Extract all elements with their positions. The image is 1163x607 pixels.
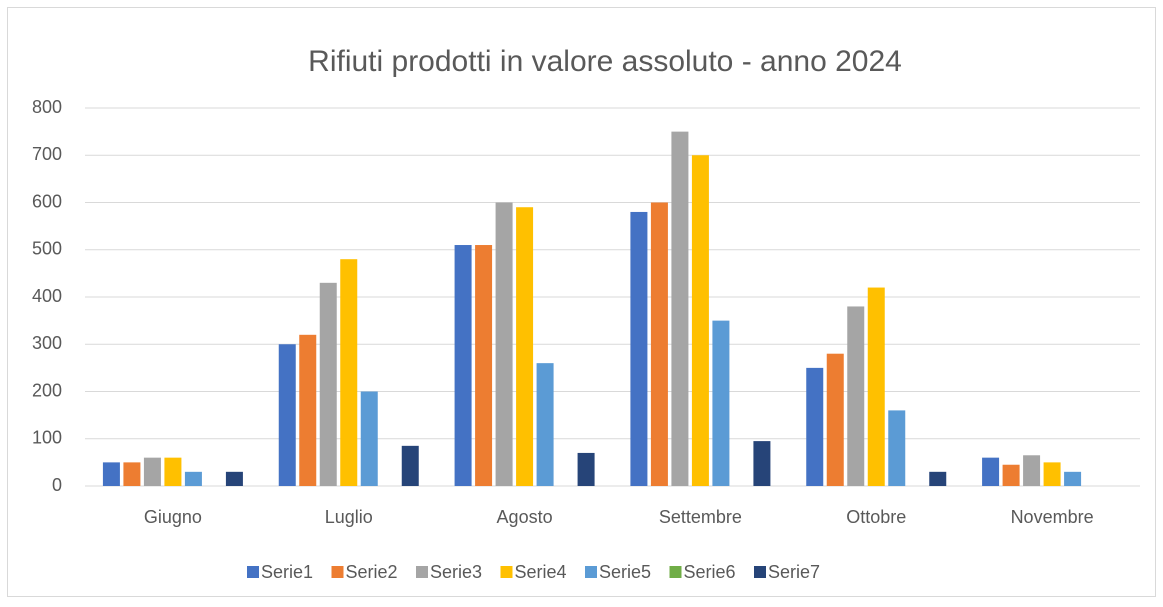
bar [299, 334, 317, 486]
legend-swatch [416, 566, 428, 578]
x-tick-label: Settembre [659, 507, 742, 527]
bar [401, 445, 419, 486]
bar [650, 202, 668, 486]
x-tick-label: Luglio [325, 507, 373, 527]
legend-label: Serie2 [346, 562, 398, 582]
bar [753, 441, 771, 486]
bar [516, 207, 534, 486]
y-tick-label: 100 [32, 428, 62, 448]
legend-label: Serie6 [684, 562, 736, 582]
y-tick-label: 800 [32, 97, 62, 117]
legend-swatch [585, 566, 597, 578]
bar [929, 471, 947, 486]
bar [982, 457, 1000, 486]
bar [454, 245, 472, 486]
bar [102, 462, 120, 486]
bar [319, 282, 337, 486]
bar [1002, 464, 1020, 486]
bar [164, 457, 182, 486]
y-tick-label: 0 [52, 475, 62, 495]
legend-swatch [500, 566, 513, 578]
bar [712, 320, 730, 486]
chart-title: Rifiuti prodotti in valore assoluto - an… [308, 45, 902, 78]
legend-label: Serie1 [261, 562, 313, 582]
bar [340, 259, 358, 486]
bar [123, 462, 141, 486]
x-tick-label: Agosto [497, 507, 553, 527]
y-tick-label: 300 [32, 333, 62, 353]
bar [867, 287, 885, 486]
chart-border [7, 7, 1156, 597]
bar [495, 202, 513, 486]
legend-swatch [669, 566, 682, 578]
bar [577, 452, 595, 486]
bar [806, 367, 824, 486]
bar [536, 363, 554, 486]
legend-swatch [754, 566, 766, 578]
bar [630, 211, 648, 486]
y-tick-label: 700 [32, 144, 62, 164]
bar [1043, 462, 1061, 486]
bar [225, 471, 243, 486]
legend-label: Serie7 [768, 562, 820, 582]
bar [1023, 455, 1041, 486]
y-tick-label: 400 [32, 286, 62, 306]
bar [475, 245, 493, 486]
legend-label: Serie5 [599, 562, 651, 582]
legend-swatch [247, 566, 259, 578]
y-tick-label: 500 [32, 239, 62, 259]
bar [184, 471, 202, 486]
bar [143, 457, 161, 486]
legend-label: Serie3 [430, 562, 482, 582]
bar [360, 391, 378, 486]
bar [847, 306, 865, 486]
y-tick-label: 200 [32, 380, 62, 400]
bar [691, 155, 709, 486]
x-tick-label: Giugno [144, 507, 202, 527]
bar [1064, 471, 1082, 486]
legend-label: Serie4 [515, 562, 567, 582]
bar [671, 131, 689, 486]
bar [278, 344, 296, 486]
x-tick-label: Novembre [1011, 507, 1094, 527]
y-tick-label: 600 [32, 191, 62, 211]
bar [826, 353, 844, 486]
x-tick-label: Ottobre [846, 507, 906, 527]
legend-swatch [331, 566, 344, 578]
bar [888, 410, 906, 486]
